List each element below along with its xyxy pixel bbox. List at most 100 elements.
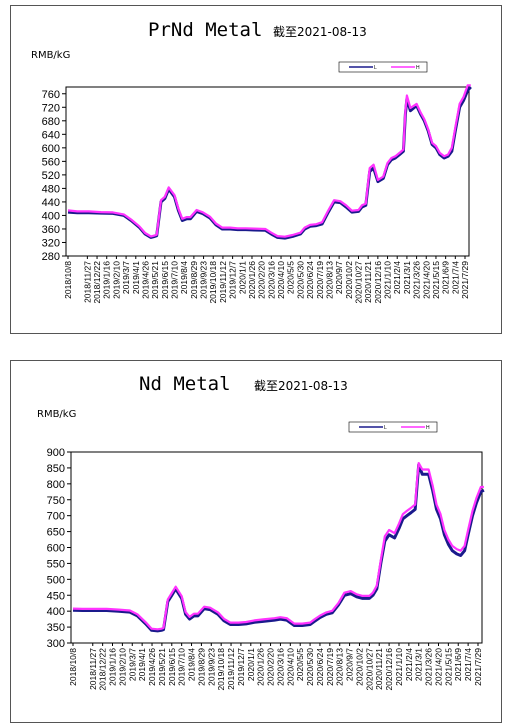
y-tick-label: 350 xyxy=(47,622,65,634)
x-tick-label: 2021/7/4 xyxy=(463,648,473,681)
x-tick-label: 2020/3/16 xyxy=(266,261,276,299)
prnd-chart-panel: PrNd Metal 截至2021-08-13 RMB/kG L H 280 32… xyxy=(10,5,502,334)
chart-title: PrNd Metal xyxy=(148,19,262,41)
x-tick-label: 2021/4/20 xyxy=(433,648,443,686)
x-axis-ticks: 2018/10/8 2018/11/27 2018/12/22 2019/1/16 20… xyxy=(68,643,483,691)
chart-subtitle: 截至2021-08-13 xyxy=(273,25,367,39)
x-tick-label: 2020/5/5 xyxy=(286,261,296,294)
x-tick-label: 2019/12/7 xyxy=(236,648,246,686)
chart-subtitle: 截至2021-08-13 xyxy=(254,379,348,393)
legend-box xyxy=(338,61,428,73)
y-tick-label: 600 xyxy=(47,543,65,555)
y-tick-label: 640 xyxy=(42,129,60,141)
y-tick-label: 700 xyxy=(47,511,65,523)
y-tick-label: 520 xyxy=(42,170,60,182)
x-tick-label: 2019/3/7 xyxy=(127,648,137,681)
x-tick-label: 2020/7/19 xyxy=(325,648,335,686)
x-tick-label: 2020/1/26 xyxy=(247,261,257,299)
x-tick-label: 2020/9/7 xyxy=(334,261,344,294)
x-tick-label: 2020/10/2 xyxy=(344,261,354,299)
y-tick-label: 760 xyxy=(42,89,60,101)
x-tick-label: 2018/12/22 xyxy=(92,261,102,304)
series-lines xyxy=(72,461,485,633)
x-tick-label: 2020/12/16 xyxy=(373,261,383,304)
x-tick-label: 2021/1/10 xyxy=(394,648,404,686)
x-tick-label: 2021/7/29 xyxy=(460,261,470,299)
x-tick-label: 2020/11/21 xyxy=(374,648,384,690)
x-tick-label: 2020/9/7 xyxy=(345,648,355,681)
legend-box xyxy=(348,421,438,433)
y-tick-label: 360 xyxy=(42,224,60,236)
y-tick-label: 280 xyxy=(42,251,60,263)
x-tick-label: 2019/8/4 xyxy=(179,261,189,294)
x-tick-label: 2018/12/22 xyxy=(98,648,108,691)
x-tick-label: 2021/3/1 xyxy=(414,648,424,681)
x-tick-label: 2019/5/21 xyxy=(157,648,167,686)
x-tick-label: 2019/1/16 xyxy=(108,648,118,686)
series-line-h xyxy=(67,84,471,238)
x-tick-label: 2019/4/1 xyxy=(137,648,147,681)
y-tick-label: 800 xyxy=(47,479,65,491)
x-tick-label: 2020/2/20 xyxy=(257,261,267,299)
x-tick-label: 2020/5/5 xyxy=(295,648,305,681)
x-tick-label: 2020/4/10 xyxy=(276,261,286,299)
x-tick-label: 2019/4/26 xyxy=(147,648,157,686)
x-tick-label: 2020/3/16 xyxy=(275,648,285,686)
x-tick-label: 2019/10/18 xyxy=(216,648,226,691)
y-tick-label: 440 xyxy=(42,197,60,209)
y-tick-label: 720 xyxy=(42,102,60,114)
x-tick-label: 2019/6/15 xyxy=(167,648,177,686)
x-tick-label: 2020/10/2 xyxy=(354,648,364,686)
x-tick-label: 2020/1/1 xyxy=(237,261,247,294)
x-tick-label: 2019/7/10 xyxy=(170,261,180,299)
y-tick-label: 650 xyxy=(47,527,65,539)
x-tick-label: 2019/12/7 xyxy=(228,261,238,299)
y-tick-label: 600 xyxy=(42,143,60,155)
x-tick-label: 2020/5/30 xyxy=(305,648,315,686)
x-tick-label: 2020/1/26 xyxy=(256,648,266,686)
y-axis-label: RMB/kG xyxy=(31,50,70,61)
x-tick-label: 2020/6/24 xyxy=(305,261,315,299)
y-tick-label: 680 xyxy=(42,116,60,128)
y-tick-label: 850 xyxy=(47,463,65,475)
x-tick-label: 2020/1/1 xyxy=(246,648,256,681)
x-tick-label: 2020/5/30 xyxy=(295,261,305,299)
x-tick-label: 2020/12/16 xyxy=(384,648,394,691)
y-tick-label: 450 xyxy=(47,590,65,602)
x-tick-label: 2018/11/27 xyxy=(88,648,98,690)
x-tick-label: 2021/7/29 xyxy=(473,648,483,686)
x-tick-label: 2019/9/23 xyxy=(199,261,209,299)
x-tick-label: 2019/8/29 xyxy=(196,648,206,686)
x-tick-label: 2020/6/24 xyxy=(315,648,325,686)
y-tick-label: 320 xyxy=(42,237,60,249)
x-tick-label: 2019/1/16 xyxy=(102,261,112,299)
y-tick-label: 500 xyxy=(47,574,65,586)
chart-title: Nd Metal xyxy=(139,373,231,395)
y-tick-label: 550 xyxy=(47,558,65,570)
nd-chart-panel: Nd Metal 截至2021-08-13 RMB/kG L H 300 350 4… xyxy=(10,360,502,723)
series-line-l xyxy=(72,463,485,633)
y-tick-label: 480 xyxy=(42,183,60,195)
series-line-l xyxy=(67,85,472,240)
x-tick-label: 2021/6/9 xyxy=(453,648,463,681)
x-tick-label: 2021/3/26 xyxy=(424,648,434,686)
x-tick-label: 2019/2/10 xyxy=(111,261,121,299)
x-tick-label: 2020/4/10 xyxy=(285,648,295,686)
x-tick-label: 2020/7/19 xyxy=(315,261,325,299)
y-axis-ticks: 300 350 400 450 500 550 600 650 700 750 800 850 900 xyxy=(47,447,71,650)
x-tick-label: 2019/11/12 xyxy=(226,648,236,690)
x-tick-label: 2019/11/12 xyxy=(218,261,228,303)
legend: L H xyxy=(338,61,428,73)
x-tick-label: 2021/7/4 xyxy=(450,261,460,294)
x-tick-label: 2020/8/13 xyxy=(324,261,334,299)
prnd-chart: PrNd Metal 截至2021-08-13 RMB/kG L H 280 32… xyxy=(31,19,472,304)
x-tick-label: 2020/10/27 xyxy=(353,261,363,304)
x-tick-label: 2019/9/23 xyxy=(206,648,216,686)
y-tick-label: 300 xyxy=(47,638,65,650)
x-tick-label: 2020/11/21 xyxy=(363,261,373,303)
x-tick-label: 2021/1/10 xyxy=(383,261,393,299)
x-tick-label: 2021/4/20 xyxy=(421,261,431,299)
x-tick-label: 2018/10/8 xyxy=(63,261,73,299)
x-tick-label: 2019/5/21 xyxy=(150,261,160,299)
